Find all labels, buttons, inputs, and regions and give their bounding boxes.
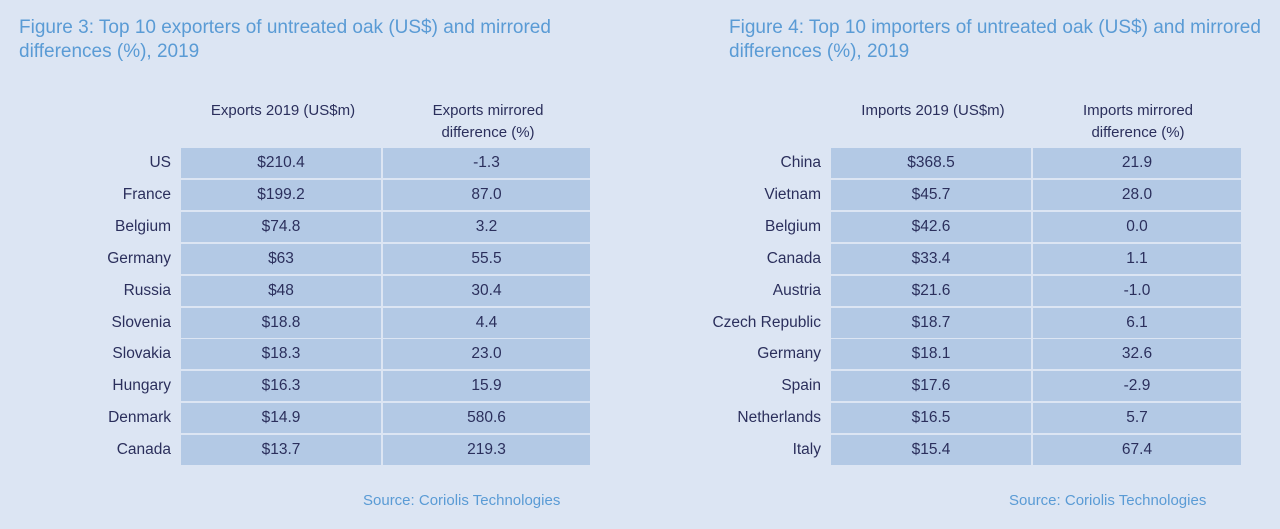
diff-cell: 0.0 bbox=[1033, 211, 1241, 242]
row-country-label: Denmark bbox=[108, 409, 171, 427]
row-country-label: Belgium bbox=[765, 217, 821, 235]
row-country-label: Czech Republic bbox=[712, 313, 821, 331]
value-cell: $18.7 bbox=[831, 307, 1031, 338]
value-cell: $14.9 bbox=[181, 403, 381, 434]
value-cell: $15.4 bbox=[831, 435, 1031, 466]
value-cell: $17.6 bbox=[831, 371, 1031, 402]
diff-cell: 32.6 bbox=[1033, 339, 1241, 370]
diff-cell: 6.1 bbox=[1033, 307, 1241, 338]
row-country-label: Vietnam bbox=[764, 185, 821, 203]
diff-cell: 21.9 bbox=[1033, 148, 1241, 178]
row-country-label: Slovakia bbox=[112, 345, 171, 363]
diff-cell: 1.1 bbox=[1033, 243, 1241, 274]
imports-value-header: Imports 2019 (US$m) bbox=[861, 102, 1005, 119]
diff-cell: 580.6 bbox=[383, 403, 590, 434]
diff-cell: -2.9 bbox=[1033, 371, 1241, 402]
value-cell: $18.8 bbox=[181, 307, 381, 338]
diff-cell: 30.4 bbox=[383, 275, 590, 306]
value-cell: $33.4 bbox=[831, 243, 1031, 274]
value-cell: $210.4 bbox=[181, 148, 381, 178]
row-country-label: Germany bbox=[757, 345, 821, 363]
value-cell: $45.7 bbox=[831, 179, 1031, 210]
value-cell: $16.5 bbox=[831, 403, 1031, 434]
value-cell: $368.5 bbox=[831, 148, 1031, 178]
row-country-label: Hungary bbox=[112, 377, 171, 395]
row-country-label: China bbox=[780, 154, 822, 171]
row-country-label: Italy bbox=[792, 441, 821, 459]
row-country-label: Spain bbox=[781, 377, 821, 395]
exports-source: Source: Coriolis Technologies bbox=[363, 492, 561, 509]
value-cell: $13.7 bbox=[181, 435, 381, 466]
row-country-label: Netherlands bbox=[737, 409, 821, 427]
value-cell: $48 bbox=[181, 275, 381, 306]
row-country-label: Canada bbox=[766, 249, 821, 267]
row-country-label: Austria bbox=[772, 281, 821, 299]
row-country-label: France bbox=[122, 185, 171, 203]
imports-diff-header: Imports mirrored difference (%) bbox=[1082, 102, 1194, 141]
exports-value-header: Exports 2019 (US$m) bbox=[210, 102, 356, 119]
row-country-label: US bbox=[149, 154, 171, 171]
row-country-label: Slovenia bbox=[111, 313, 171, 331]
diff-cell: 87.0 bbox=[383, 179, 590, 210]
value-cell: $21.6 bbox=[831, 275, 1031, 306]
exports-diff-header: Exports mirrored difference (%) bbox=[432, 102, 544, 141]
exports-figure-title: Figure 3: Top 10 exporters of untreated … bbox=[19, 17, 551, 62]
diff-cell: 4.4 bbox=[383, 307, 590, 338]
value-cell: $18.3 bbox=[181, 339, 381, 370]
value-cell: $63 bbox=[181, 243, 381, 274]
value-cell: $18.1 bbox=[831, 339, 1031, 370]
diff-cell: 15.9 bbox=[383, 371, 590, 402]
diff-cell: -1.3 bbox=[383, 148, 590, 178]
value-cell: $199.2 bbox=[181, 179, 381, 210]
diff-cell: 67.4 bbox=[1033, 435, 1241, 466]
value-cell: $16.3 bbox=[181, 371, 381, 402]
diff-cell: 23.0 bbox=[383, 339, 590, 370]
row-country-label: Canada bbox=[116, 441, 171, 459]
diff-cell: 55.5 bbox=[383, 243, 590, 274]
imports-source: Source: Coriolis Technologies bbox=[1009, 492, 1207, 509]
diff-cell: -1.0 bbox=[1033, 275, 1241, 306]
row-country-label: Germany bbox=[107, 249, 171, 267]
diff-cell: 5.7 bbox=[1033, 403, 1241, 434]
diff-cell: 3.2 bbox=[383, 211, 590, 242]
diff-cell: 219.3 bbox=[383, 435, 590, 466]
value-cell: $42.6 bbox=[831, 211, 1031, 242]
imports-figure-title: Figure 4: Top 10 importers of untreated … bbox=[729, 17, 1261, 62]
row-country-label: Russia bbox=[123, 281, 171, 299]
value-cell: $74.8 bbox=[181, 211, 381, 242]
row-country-label: Belgium bbox=[115, 217, 171, 235]
diff-cell: 28.0 bbox=[1033, 179, 1241, 210]
